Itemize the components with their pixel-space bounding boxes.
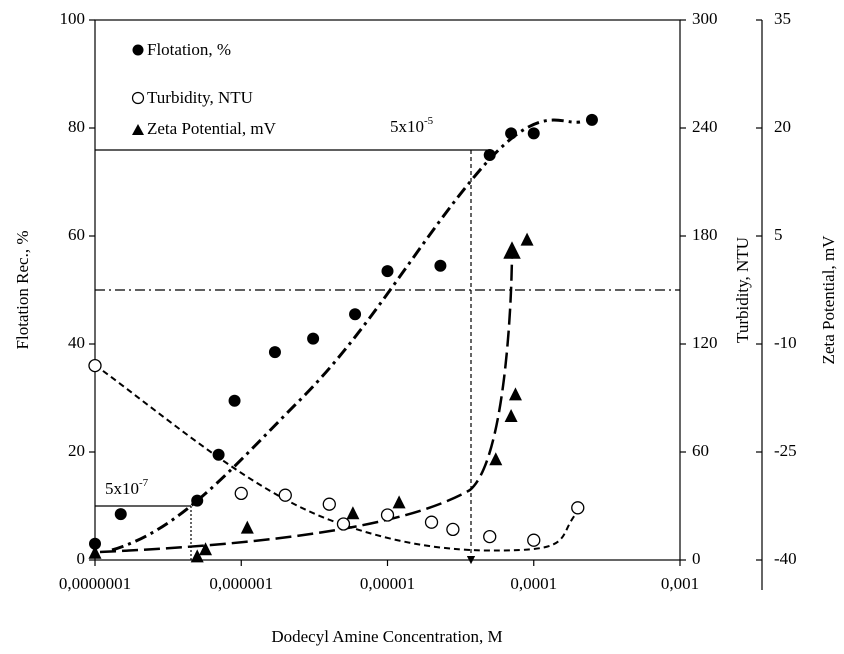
data-point — [346, 506, 360, 520]
x-tick-label: 0,0001 — [510, 574, 557, 593]
y2-tick-label: 60 — [692, 441, 709, 460]
y3-tick-label: -10 — [774, 333, 797, 352]
annotation: 5x10-5 — [390, 115, 434, 136]
data-point — [381, 265, 394, 278]
data-point — [240, 520, 254, 534]
data-point — [336, 517, 351, 531]
data-point — [88, 358, 102, 373]
data-point — [571, 501, 585, 515]
data-point — [349, 308, 362, 321]
legend-marker — [131, 91, 145, 105]
data-point — [520, 232, 534, 246]
legend-marker — [132, 44, 144, 56]
data-point — [114, 508, 127, 521]
data-point — [489, 452, 503, 466]
y2-tick-label: 240 — [692, 117, 718, 136]
legend-label: Turbidity, NTU — [147, 88, 253, 107]
y-tick-label: 40 — [68, 333, 85, 352]
annotation: 5x10-7 — [105, 477, 149, 498]
x-tick-label: 0,00001 — [360, 574, 415, 593]
annotation-text: 5x10 — [390, 117, 424, 136]
annotation-text: 5x10 — [105, 479, 139, 498]
data-point — [504, 409, 518, 422]
y-tick-label: 80 — [68, 117, 85, 136]
y2-tick-label: 120 — [692, 333, 718, 352]
trend-curve — [94, 364, 576, 552]
legend-label: Flotation, % — [147, 40, 231, 59]
legend: Flotation, % Turbidity, NTU Zeta Potenti… — [131, 40, 277, 138]
y-tick-label: 100 — [60, 9, 86, 28]
data-point — [89, 537, 101, 550]
y-tick-label: 20 — [68, 441, 85, 460]
trend-curve — [99, 241, 521, 554]
x-axis-title: Dodecyl Amine Concentration, M — [271, 627, 502, 646]
y3-tick-label: 5 — [774, 225, 783, 244]
x-tick-label: 0,0000001 — [59, 574, 131, 593]
data-point — [190, 549, 204, 563]
data-point — [585, 113, 598, 126]
data-point — [424, 515, 439, 529]
data-point — [88, 545, 102, 559]
data-point — [307, 332, 320, 345]
y3-tick-label: 20 — [774, 117, 791, 136]
y3-axis-title: Zeta Potential, mV — [819, 235, 838, 365]
data-point — [446, 522, 460, 537]
y2-tick-label: 180 — [692, 225, 718, 244]
legend-label: Zeta Potential, mV — [147, 119, 277, 138]
data-point — [483, 149, 496, 161]
y3-tick-label: -25 — [774, 441, 797, 460]
data-point — [268, 346, 281, 359]
y3-tick-label: -40 — [774, 549, 797, 568]
data-point — [380, 508, 395, 522]
y-tick-label: 60 — [68, 225, 85, 244]
annotation-exponent: -7 — [139, 477, 149, 489]
data-point — [322, 497, 336, 511]
trend-curve — [111, 118, 581, 552]
data-point — [191, 494, 204, 507]
data-point — [392, 495, 406, 509]
y-axis-title: Flotation Rec., % — [13, 231, 32, 350]
y-tick-label: 0 — [77, 549, 86, 568]
x-tick-label: 0,001 — [661, 574, 699, 593]
x-tick-label: 0,000001 — [209, 574, 273, 593]
data-point — [212, 448, 225, 461]
data-point — [527, 533, 541, 547]
legend-marker — [132, 124, 144, 135]
y2-axis-title: Turbidity, NTU — [733, 237, 752, 343]
data-point — [199, 542, 213, 556]
data-point — [434, 259, 447, 272]
data-point — [234, 486, 248, 501]
y2-tick-label: 0 — [692, 549, 701, 568]
y3-tick-label: 35 — [774, 9, 791, 28]
data-point — [483, 529, 497, 544]
data-point — [505, 127, 518, 140]
data-point — [228, 394, 241, 407]
data-point — [278, 488, 292, 502]
data-point — [527, 127, 540, 140]
annotation-exponent: -5 — [424, 115, 434, 127]
data-point — [508, 387, 522, 401]
y2-tick-label: 300 — [692, 9, 718, 28]
